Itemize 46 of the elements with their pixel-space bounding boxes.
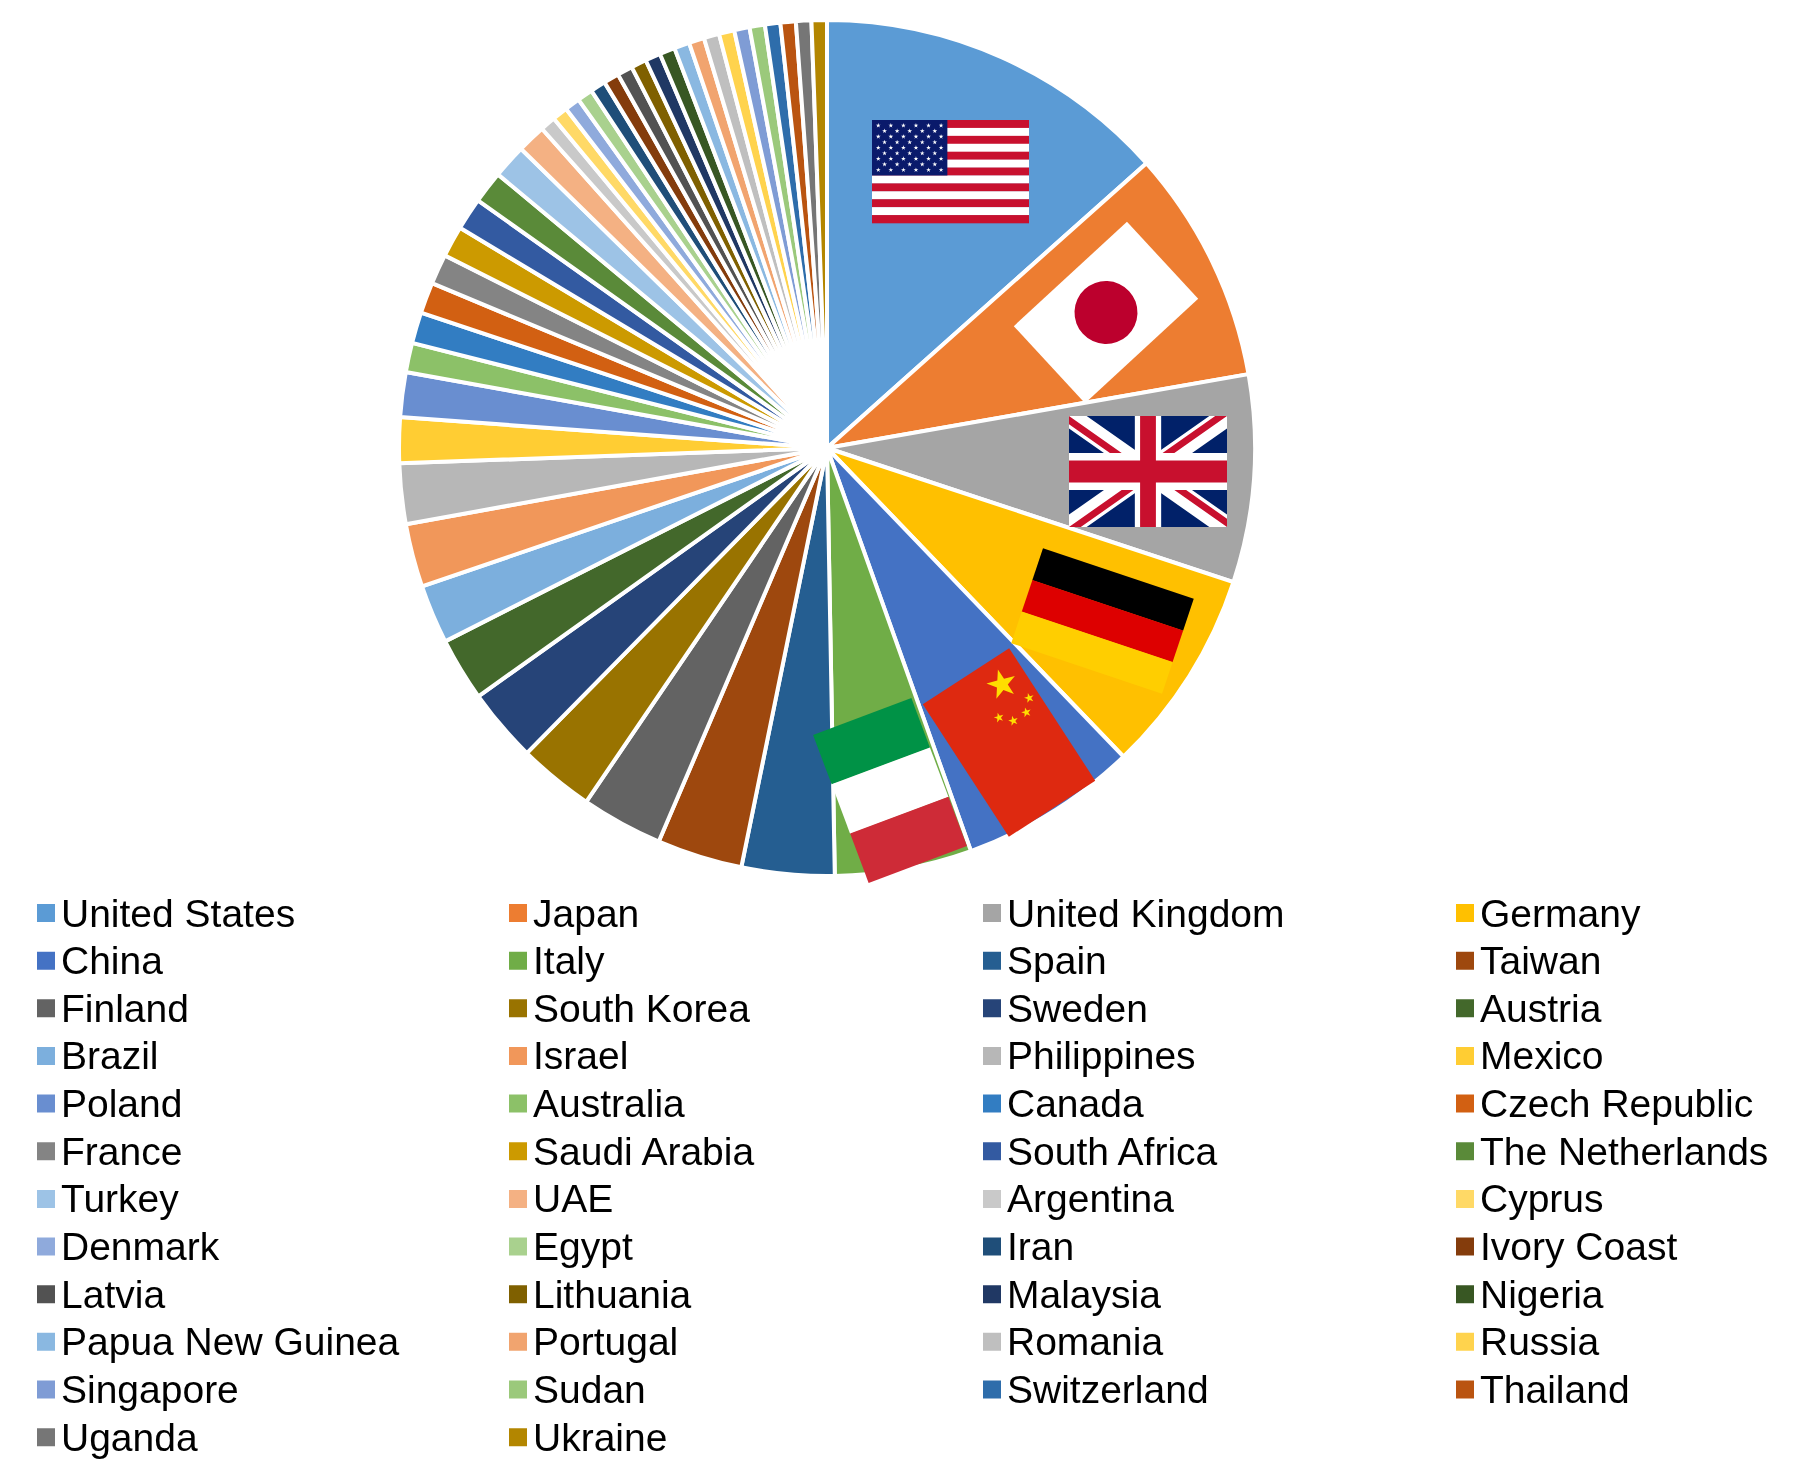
legend-label: Portugal xyxy=(533,1320,679,1364)
legend-label: United States xyxy=(61,891,296,935)
legend-label: Singapore xyxy=(61,1368,239,1411)
legend-label: Saudi Arabia xyxy=(533,1129,755,1173)
legend-label: UAE xyxy=(533,1177,614,1221)
legend-label: China xyxy=(61,939,164,983)
legend-label: Finland xyxy=(61,986,189,1030)
legend-label: Mexico xyxy=(1480,1034,1604,1078)
legend-label: Nigeria xyxy=(1480,1272,1604,1316)
legend-label: Ukraine xyxy=(533,1415,668,1459)
legend-label: Spain xyxy=(1007,939,1107,983)
legend-label: Turkey xyxy=(61,1177,180,1221)
legend-label: Switzerland xyxy=(1007,1368,1209,1411)
legend-label: Malaysia xyxy=(1007,1272,1162,1316)
legend-label: Egypt xyxy=(533,1225,633,1269)
legend-label: Philippines xyxy=(1007,1034,1196,1078)
legend-label: Italy xyxy=(533,939,606,983)
legend-label: United Kingdom xyxy=(1007,891,1285,935)
legend-label: Latvia xyxy=(61,1272,166,1316)
legend-label: Australia xyxy=(533,1082,686,1126)
legend-label: Romania xyxy=(1007,1320,1164,1364)
legend-label: Iran xyxy=(1007,1225,1075,1269)
legend-label: Poland xyxy=(61,1082,183,1126)
legend-label: The Netherlands xyxy=(1480,1129,1769,1173)
legend-label: Germany xyxy=(1480,891,1641,935)
legend-label: Czech Republic xyxy=(1480,1082,1754,1126)
legend-label: Papua New Guinea xyxy=(61,1320,400,1364)
legend-label: Thailand xyxy=(1480,1368,1630,1411)
legend-label: Sweden xyxy=(1007,986,1148,1030)
legend-label: Japan xyxy=(533,891,640,935)
legend-label: Ivory Coast xyxy=(1480,1225,1678,1269)
legend-label: Austria xyxy=(1480,986,1602,1030)
legend-label: Uganda xyxy=(61,1415,198,1459)
legend-label: Brazil xyxy=(61,1034,159,1078)
legend-label: South Korea xyxy=(533,986,751,1030)
legend-label: Argentina xyxy=(1007,1177,1175,1221)
legend-label: Lithuania xyxy=(533,1272,692,1316)
legend-label: South Africa xyxy=(1007,1129,1218,1173)
legend-label: Canada xyxy=(1007,1082,1144,1126)
legend-label: Denmark xyxy=(61,1225,220,1269)
legend-label: Israel xyxy=(533,1034,629,1078)
legend-label: Russia xyxy=(1480,1320,1600,1364)
legend-label: Taiwan xyxy=(1480,939,1602,983)
legend-label: Cyprus xyxy=(1480,1177,1604,1221)
legend-label: Sudan xyxy=(533,1368,646,1411)
legend-label: France xyxy=(61,1129,183,1173)
